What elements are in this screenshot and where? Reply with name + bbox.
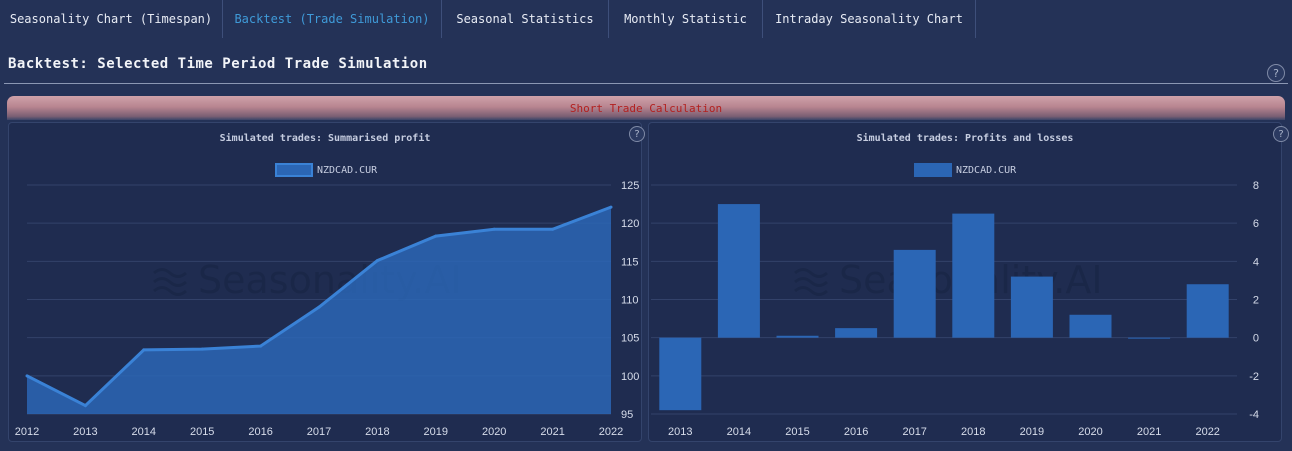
chart-help-icon[interactable]: ? bbox=[629, 126, 645, 142]
chart-legend[interactable]: NZDCAD.CUR bbox=[914, 163, 1016, 177]
x-tick-label: 2020 bbox=[482, 426, 506, 438]
profits-losses-chart: -4 -2 0 2 4 6 8 Seasonality.AI 2013 2014 2015 2016 2… bbox=[651, 180, 1259, 438]
tab-intraday-seasonality-chart[interactable]: Intraday Seasonality Chart bbox=[763, 0, 976, 38]
tab-seasonality-chart[interactable]: Seasonality Chart (Timespan) bbox=[0, 0, 223, 38]
bar bbox=[835, 328, 878, 338]
y-tick-label: 6 bbox=[1253, 218, 1259, 230]
tab-bar: Seasonality Chart (Timespan) Backtest (T… bbox=[0, 0, 1292, 38]
watermark-wave-icon bbox=[794, 277, 828, 287]
y-tick-label: 95 bbox=[621, 409, 633, 421]
bar bbox=[1069, 314, 1112, 338]
tab-seasonal-statistics[interactable]: Seasonal Statistics bbox=[442, 0, 609, 38]
bar bbox=[1186, 284, 1229, 338]
x-tick-label: 2013 bbox=[73, 426, 97, 438]
data-point bbox=[142, 348, 146, 352]
y-tick-label: 115 bbox=[621, 256, 639, 268]
data-point bbox=[259, 344, 263, 348]
x-tick-label: 2018 bbox=[961, 426, 985, 438]
bar bbox=[893, 249, 936, 338]
x-tick-label: 2022 bbox=[1195, 426, 1219, 438]
legend-swatch bbox=[275, 163, 313, 177]
bar bbox=[952, 213, 995, 338]
tab-backtest[interactable]: Backtest (Trade Simulation) bbox=[223, 0, 442, 38]
y-tick-label: 100 bbox=[621, 371, 639, 383]
x-tick-label: 2022 bbox=[599, 426, 623, 438]
y-tick-label: 8 bbox=[1253, 180, 1259, 192]
data-point bbox=[83, 404, 87, 408]
profits-losses-panel: Simulated trades: Profits and losses NZD… bbox=[648, 122, 1289, 442]
profit-area bbox=[27, 207, 611, 414]
watermark-wave-icon bbox=[153, 277, 187, 287]
chart-title: Simulated trades: Profits and losses bbox=[856, 133, 1074, 144]
legend-label: NZDCAD.CUR bbox=[956, 164, 1017, 176]
x-tick-label: 2021 bbox=[1137, 426, 1161, 438]
y-tick-label: 110 bbox=[621, 295, 639, 307]
bar bbox=[776, 335, 819, 338]
chart-legend[interactable]: NZDCAD.CUR bbox=[275, 163, 377, 177]
trade-type-banner: Short Trade Calculation bbox=[7, 96, 1285, 120]
y-tick-label: 0 bbox=[1253, 333, 1259, 345]
x-tick-label: 2016 bbox=[248, 426, 272, 438]
y-tick-label: 120 bbox=[621, 218, 639, 230]
x-tick-label: 2016 bbox=[844, 426, 868, 438]
y-tick-label: 105 bbox=[621, 333, 639, 345]
summarised-profit-panel: Simulated trades: Summarised profit NZDC… bbox=[8, 122, 645, 442]
y-tick-label: 2 bbox=[1253, 295, 1259, 307]
y-tick-label: -4 bbox=[1249, 409, 1259, 421]
x-tick-label: 2013 bbox=[668, 426, 692, 438]
x-tick-label: 2014 bbox=[727, 426, 751, 438]
legend-swatch bbox=[914, 163, 952, 177]
legend-label: NZDCAD.CUR bbox=[317, 164, 378, 176]
x-tick-label: 2021 bbox=[540, 426, 564, 438]
x-tick-label: 2018 bbox=[365, 426, 389, 438]
data-point bbox=[375, 259, 379, 263]
data-point bbox=[609, 205, 613, 209]
bar bbox=[1128, 337, 1171, 339]
page-title: Backtest: Selected Time Period Trade Sim… bbox=[8, 56, 428, 72]
y-tick-label: 4 bbox=[1253, 256, 1259, 268]
data-point bbox=[200, 347, 204, 351]
watermark-wave-icon bbox=[794, 268, 828, 278]
chart-title: Simulated trades: Summarised profit bbox=[219, 133, 431, 144]
bar bbox=[1010, 276, 1053, 338]
x-tick-label: 2015 bbox=[785, 426, 809, 438]
data-point bbox=[434, 234, 438, 238]
x-tick-label: 2017 bbox=[307, 426, 331, 438]
x-tick-label: 2020 bbox=[1078, 426, 1102, 438]
watermark-wave-icon bbox=[153, 268, 187, 278]
watermark: Seasonality.AI bbox=[794, 258, 1103, 302]
watermark-wave-icon bbox=[153, 286, 187, 296]
watermark-wave-icon bbox=[794, 286, 828, 296]
bar bbox=[717, 204, 760, 338]
tab-monthly-statistic[interactable]: Monthly Statistic bbox=[609, 0, 763, 38]
title-divider bbox=[4, 83, 1288, 84]
y-tick-label: -2 bbox=[1249, 371, 1259, 383]
bar bbox=[659, 337, 702, 411]
x-tick-label: 2014 bbox=[132, 426, 156, 438]
x-tick-label: 2012 bbox=[15, 426, 39, 438]
banner-label: Short Trade Calculation bbox=[569, 101, 723, 115]
data-point bbox=[551, 227, 555, 231]
data-point bbox=[492, 227, 496, 231]
x-tick-label: 2017 bbox=[902, 426, 926, 438]
y-tick-label: 125 bbox=[621, 180, 639, 192]
data-point bbox=[25, 374, 29, 378]
help-icon[interactable]: ? bbox=[1267, 64, 1285, 82]
data-point bbox=[317, 305, 321, 309]
x-tick-label: 2019 bbox=[1020, 426, 1044, 438]
x-tick-label: 2015 bbox=[190, 426, 214, 438]
chart-help-icon[interactable]: ? bbox=[1273, 126, 1289, 142]
x-tick-label: 2019 bbox=[424, 426, 448, 438]
